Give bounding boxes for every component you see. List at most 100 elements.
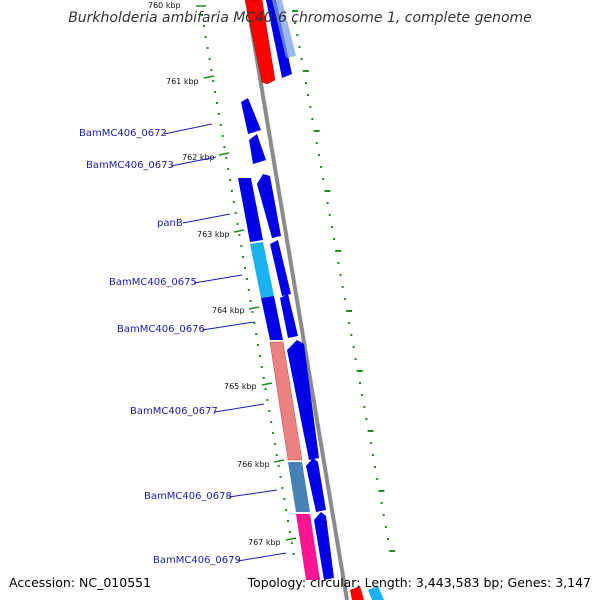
gc-skew-dot	[320, 166, 323, 168]
feature-steel-0678[interactable]	[288, 462, 310, 512]
gene-label-0672[interactable]: BamMC406_0672	[79, 123, 213, 139]
gc-dot	[247, 289, 250, 291]
feature-cyan-bottom[interactable]	[368, 586, 384, 600]
feature-red-top[interactable]	[244, 0, 276, 85]
feature-blue-left-0672[interactable]	[241, 98, 261, 134]
gc-dot	[210, 69, 213, 71]
gc-skew-dot	[354, 358, 357, 360]
gc-skew-dot	[307, 94, 310, 96]
feature-track-forward	[257, 0, 384, 600]
feature-blue-left-0676[interactable]	[261, 296, 283, 340]
feature-magenta-0679[interactable]	[296, 514, 320, 580]
feature-blue-right-2[interactable]	[270, 240, 291, 296]
gc-dot	[251, 311, 254, 313]
gene-label-text[interactable]: BamMC406_0676	[117, 324, 205, 335]
gc-dot	[259, 355, 261, 357]
gc-dot	[201, 14, 203, 16]
gene-label-0673[interactable]: BamMC406_0673	[86, 156, 217, 171]
gc-skew-dot	[302, 70, 309, 72]
gc-skew-dot	[324, 190, 331, 192]
gc-dot	[217, 113, 220, 115]
gc-content-track-left	[201, 14, 295, 555]
gene-label-text[interactable]: BamMC406_0677	[130, 406, 218, 417]
gc-dot	[236, 223, 239, 225]
gc-dot	[277, 465, 280, 467]
gc-dot	[214, 91, 217, 93]
gc-skew-dot	[356, 370, 363, 372]
gene-label-text[interactable]: panB	[157, 218, 183, 229]
accession-text: Accession: NC_010551	[9, 575, 152, 590]
feature-blue-left-panB[interactable]	[238, 178, 263, 242]
gc-skew-dot	[317, 154, 320, 156]
tick-label: 762 kbp	[182, 153, 215, 162]
gc-dot	[240, 245, 243, 247]
gc-skew-dot	[311, 118, 314, 120]
gc-skew-dot	[341, 286, 344, 288]
gc-skew-dot	[361, 394, 364, 396]
gc-dot	[202, 25, 205, 27]
tick-label: 766 kbp	[237, 460, 270, 469]
gc-skew-dot	[298, 46, 301, 48]
feature-blue-left-0673[interactable]	[249, 134, 266, 164]
tick-766: 766 kbp	[237, 459, 285, 469]
gc-dot	[260, 366, 263, 368]
gc-skew-dot	[363, 406, 366, 408]
gc-dot	[230, 190, 233, 192]
gc-skew-dot	[335, 250, 342, 252]
chromosome-backbone	[245, 0, 349, 600]
tick-765: 765 kbp	[224, 382, 273, 391]
gc-dot	[272, 432, 275, 434]
gc-dot	[290, 542, 293, 544]
feature-salmon-0677[interactable]	[269, 341, 303, 461]
gc-dot	[245, 278, 248, 280]
gc-skew-dot	[339, 274, 342, 276]
gc-skew-dot	[333, 238, 335, 240]
gene-label-text[interactable]: BamMC406_0673	[86, 160, 174, 171]
gene-label-text[interactable]: BamMC406_0675	[109, 277, 197, 288]
gene-label-0677[interactable]: BamMC406_0677	[130, 403, 265, 417]
gc-skew-dot	[387, 538, 389, 540]
gc-dot	[208, 58, 211, 60]
gene-label-text[interactable]: BamMC406_0679	[153, 555, 241, 566]
summary-text: Topology: circular; Length: 3,443,583 bp…	[247, 575, 591, 590]
tick-label: 763 kbp	[197, 230, 230, 239]
gene-label-0676[interactable]: BamMC406_0676	[117, 321, 255, 335]
feature-blue-right-6[interactable]	[314, 512, 334, 580]
gc-dot	[234, 212, 237, 214]
gc-dot	[287, 520, 289, 522]
gc-skew-dot	[378, 490, 385, 492]
gc-dot	[219, 124, 222, 126]
feature-blue-right-top[interactable]	[266, 0, 292, 78]
gc-skew-dot	[359, 382, 361, 384]
tick-763: 763 kbp	[197, 229, 245, 239]
feature-blue-right-1[interactable]	[257, 174, 281, 238]
tick-764: 764 kbp	[212, 306, 260, 315]
gene-label-0675[interactable]: BamMC406_0675	[109, 274, 243, 288]
gc-skew-dot	[369, 442, 372, 444]
gene-label-text[interactable]: BamMC406_0678	[144, 491, 232, 502]
gc-dot	[266, 399, 269, 401]
feature-blue-right-4[interactable]	[287, 340, 319, 460]
gc-skew-dot	[346, 310, 352, 312]
tick-marks: 760 kbp 761 kbp 762 kbp 763 kbp 764 kbp …	[148, 1, 297, 547]
gc-skew-track-right	[292, 10, 396, 552]
gc-skew-dot	[343, 298, 346, 300]
gc-skew-dot	[365, 418, 368, 420]
gene-label-panB[interactable]: panB	[157, 213, 231, 229]
feature-red-bottom[interactable]	[350, 586, 364, 600]
gc-dot	[273, 443, 276, 445]
feature-blue-right-5[interactable]	[306, 458, 326, 512]
gene-label-0679[interactable]: BamMC406_0679	[153, 552, 287, 566]
feature-track-reverse	[238, 0, 320, 580]
gc-skew-dot	[326, 202, 329, 204]
gc-dot	[285, 509, 288, 511]
gc-dot	[229, 179, 232, 181]
feature-cyan-0675[interactable]	[250, 242, 274, 298]
gene-label-text[interactable]: BamMC406_0672	[79, 128, 167, 139]
gc-skew-dot	[328, 214, 331, 216]
feature-blue-right-3[interactable]	[280, 294, 298, 338]
feature-lightblue-top[interactable]	[272, 0, 296, 58]
gc-dot	[221, 135, 224, 137]
gene-labels: BamMC406_0672 BamMC406_0673 panB BamMC40…	[79, 123, 287, 566]
gene-label-0678[interactable]: BamMC406_0678	[144, 489, 278, 502]
